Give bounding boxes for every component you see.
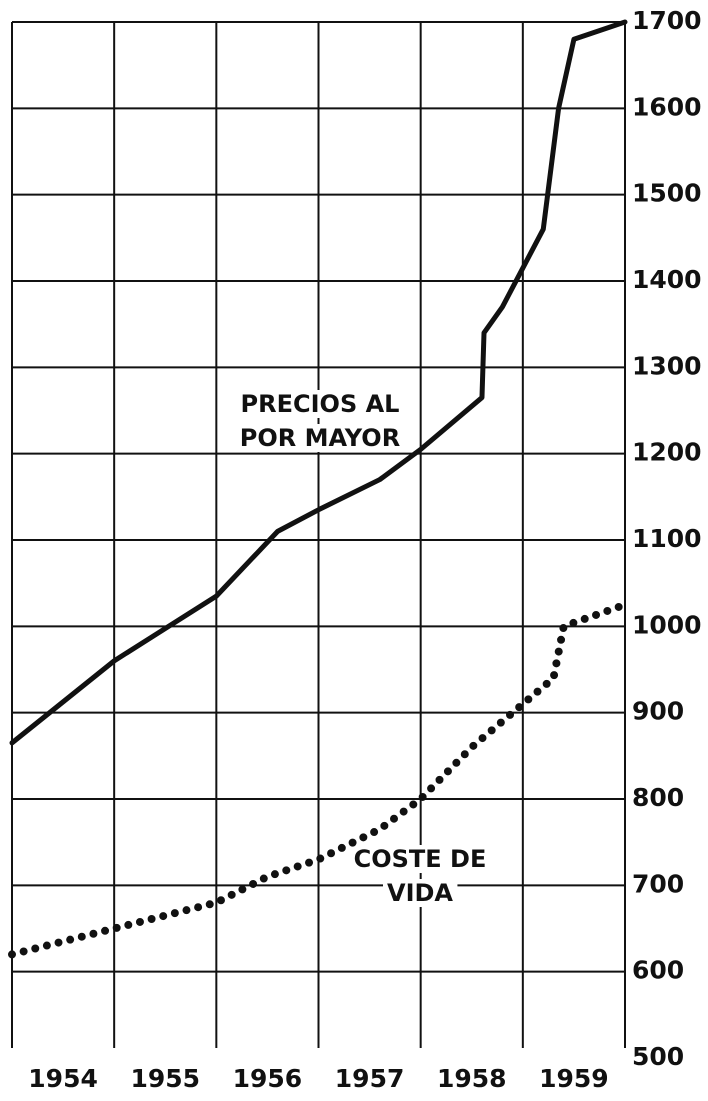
annotation: VIDA (387, 879, 453, 907)
y-tick-label: 1400 (632, 265, 702, 294)
y-tick-label: 700 (632, 869, 684, 898)
x-tick-label: 1954 (28, 1064, 98, 1093)
annotation-background (383, 879, 458, 907)
y-tick-label: 500 (632, 1042, 684, 1071)
x-tick-label: 1957 (335, 1064, 405, 1093)
annotation: PRECIOS AL (241, 390, 400, 418)
annotation: COSTE DE (354, 845, 487, 873)
y-tick-label: 600 (632, 956, 684, 985)
x-tick-label: 1956 (233, 1064, 303, 1093)
y-tick-label: 900 (632, 697, 684, 726)
x-tick-label: 1959 (539, 1064, 609, 1093)
y-tick-label: 800 (632, 783, 684, 812)
series-line (8, 600, 629, 959)
y-tick-label: 1300 (632, 351, 702, 380)
annotation-background (235, 424, 405, 452)
x-tick-label: 1955 (130, 1064, 200, 1093)
series-line (9, 19, 628, 746)
y-tick-label: 1600 (632, 92, 702, 121)
annotation: POR MAYOR (240, 424, 400, 452)
y-tick-label: 1000 (632, 610, 702, 639)
x-tick-label: 1958 (437, 1064, 507, 1093)
y-tick-label: 1500 (632, 179, 702, 208)
y-tick-label: 1700 (632, 6, 702, 35)
annotation-background (349, 845, 491, 873)
annotation-background (236, 390, 404, 418)
y-tick-label: 1100 (632, 524, 702, 553)
y-tick-label: 1200 (632, 438, 702, 467)
